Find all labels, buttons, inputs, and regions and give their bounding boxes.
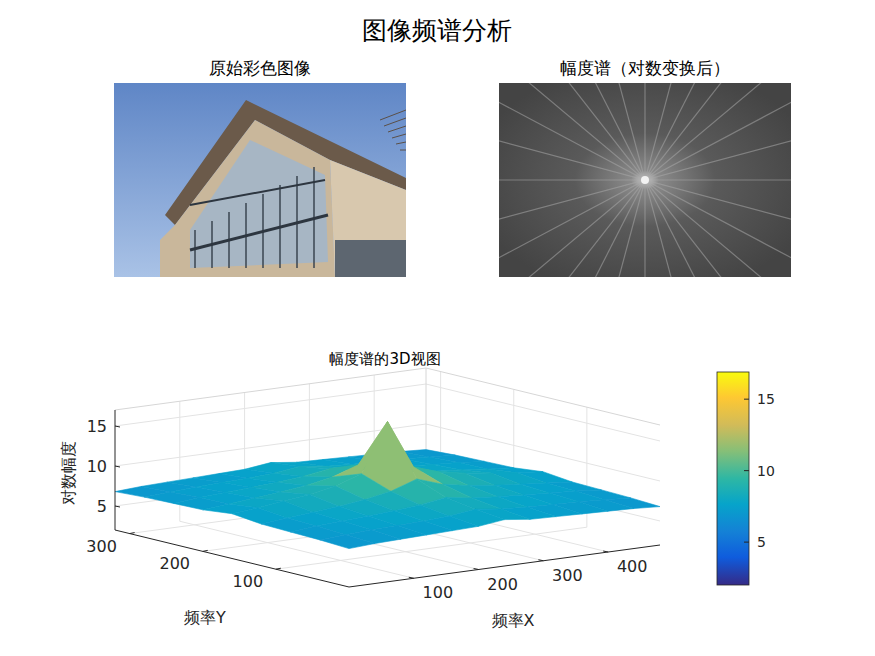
- spectrum-ray: [532, 83, 759, 277]
- spectrum-ray: [499, 83, 791, 277]
- tick: [603, 551, 608, 552]
- surface: [115, 422, 660, 549]
- tick-label: 10: [757, 463, 775, 479]
- spectrum-rays: [499, 83, 791, 277]
- spectrum-center: [641, 176, 649, 184]
- figure: 图像频谱分析原始彩色图像 幅度谱（对数变换后） 5 10 15 100 200 300 100 2…: [0, 0, 875, 656]
- tick: [276, 568, 281, 569]
- tick: [744, 399, 749, 400]
- tick: [538, 560, 543, 561]
- spectrum-ray: [499, 83, 791, 277]
- photo-sky: [114, 83, 406, 277]
- branch: [384, 118, 406, 126]
- axis-title: 频率Y: [184, 608, 226, 627]
- spectrum-ray: [499, 115, 791, 244]
- tick: [409, 577, 414, 578]
- tick-label: 300: [86, 537, 117, 556]
- z-axis: [115, 410, 116, 530]
- suptitle: 图像频谱分析: [362, 16, 512, 45]
- spectrum-ray: [499, 83, 791, 277]
- wall: [160, 120, 335, 277]
- glass: [190, 140, 328, 268]
- tick: [115, 466, 120, 467]
- tick-label: 400: [617, 557, 648, 576]
- tick-label: 15: [87, 417, 107, 436]
- tick-label: 200: [487, 575, 518, 594]
- panel-title: 原始彩色图像: [209, 58, 311, 78]
- axis-title: 对数幅度: [59, 441, 78, 505]
- glass: [335, 240, 406, 277]
- tick-label: 15: [757, 391, 775, 407]
- axes-3d: [115, 368, 660, 578]
- branch: [392, 134, 406, 138]
- surface-cell: [320, 535, 375, 549]
- grid-line: [309, 504, 543, 561]
- colorbar: 5 10 15: [717, 372, 775, 585]
- wall: [330, 160, 406, 277]
- colorbar-ramp: [717, 372, 749, 585]
- tick-label: 10: [87, 457, 107, 476]
- box-edge: [115, 368, 426, 410]
- spectrum-ray: [580, 83, 709, 277]
- spectrum-image: [395, 0, 875, 430]
- branch: [380, 110, 406, 120]
- branch: [400, 150, 406, 151]
- tick: [474, 569, 479, 570]
- panel-title: 幅度谱（对数变换后）: [560, 58, 730, 78]
- floor-band: [190, 215, 328, 250]
- axis-lines: 5 10 15 100 200 300 100 200 300 400: [86, 410, 660, 602]
- box-edge: [426, 368, 660, 425]
- tick-label: 300: [552, 566, 583, 585]
- branch: [388, 126, 406, 132]
- tick-label: 200: [159, 554, 190, 573]
- tick-label: 100: [423, 583, 454, 602]
- tick: [115, 506, 120, 507]
- floor-band: [190, 180, 325, 205]
- chart-title: 幅度谱的3D视图: [329, 350, 440, 368]
- tick: [744, 470, 749, 471]
- tick-label: 100: [233, 572, 264, 591]
- tick: [130, 533, 135, 534]
- tick: [203, 550, 208, 551]
- photo: [114, 83, 406, 277]
- tick-label: 5: [97, 497, 107, 516]
- axis-title: 频率X: [492, 611, 535, 630]
- tick: [115, 426, 120, 427]
- branch: [396, 142, 406, 144]
- tick: [744, 542, 749, 543]
- tick-label: 5: [757, 534, 766, 550]
